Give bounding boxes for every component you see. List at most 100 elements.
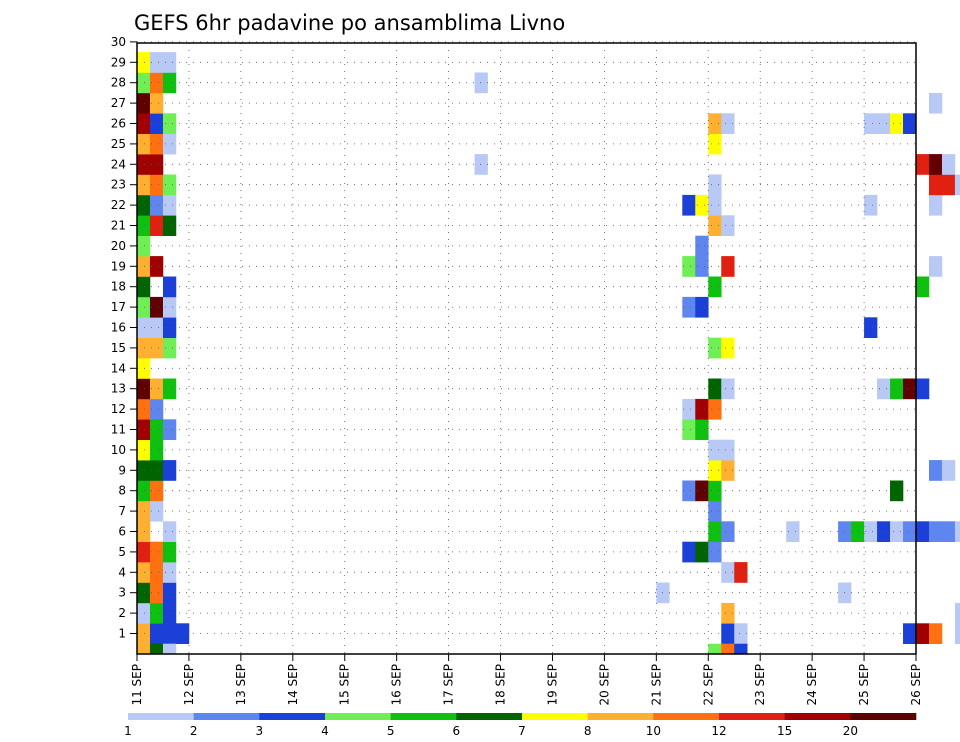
cell-m25-t44 xyxy=(708,133,722,155)
cell-m16-t0 xyxy=(137,317,151,338)
cell-m23-t63 xyxy=(954,174,960,196)
strip-cell-t44 xyxy=(708,643,722,654)
cell-m6-t60 xyxy=(916,521,930,542)
cell-m24-t26 xyxy=(474,154,488,175)
cell-m22-t0 xyxy=(137,194,151,216)
y-axis: 1234567891011121314151617181920212223242… xyxy=(111,35,137,641)
x-tick-label-7: 18 SEP xyxy=(494,664,508,706)
cell-m23-t61 xyxy=(928,174,943,196)
x-tick-label-3: 14 SEP xyxy=(286,664,300,706)
cell-m29-t0 xyxy=(137,52,151,73)
cell-m10-t1 xyxy=(149,439,164,461)
legend-swatch-10 xyxy=(719,713,785,720)
cell-m1-t3 xyxy=(175,623,190,644)
legend-label-7: 7 xyxy=(518,724,526,738)
y-tick-label-2: 2 xyxy=(118,606,126,620)
cell-m19-t42 xyxy=(682,256,696,277)
legend-swatch-2 xyxy=(193,713,260,720)
x-tick-label-12: 23 SEP xyxy=(753,664,767,706)
cell-m28-t1 xyxy=(149,72,164,94)
y-tick-label-16: 16 xyxy=(111,321,126,335)
cell-m20-t0 xyxy=(137,235,151,257)
cell-m28-t26 xyxy=(474,72,488,94)
x-tick-label-0: 11 SEP xyxy=(130,664,144,706)
y-tick-label-3: 3 xyxy=(118,586,126,600)
cell-m7-t44 xyxy=(708,500,722,522)
cell-m7-t0 xyxy=(137,500,151,522)
y-tick-label-18: 18 xyxy=(111,280,126,294)
cell-m17-t42 xyxy=(682,296,696,318)
y-tick-label-22: 22 xyxy=(111,198,126,212)
cell-m6-t58 xyxy=(890,521,904,542)
y-tick-label-11: 11 xyxy=(111,423,126,437)
legend-swatch-6 xyxy=(456,713,523,720)
cell-m6-t0 xyxy=(137,521,151,542)
cell-m18-t60 xyxy=(916,276,930,298)
cell-m2-t1 xyxy=(149,602,164,624)
cell-m12-t1 xyxy=(149,398,164,420)
cell-m25-t2 xyxy=(162,133,177,155)
cell-m26-t1 xyxy=(149,113,164,134)
y-tick-label-25: 25 xyxy=(111,137,126,151)
cell-m17-t43 xyxy=(695,296,709,318)
cell-m24-t1 xyxy=(149,154,164,175)
cell-m26-t2 xyxy=(162,113,177,134)
y-tick-label-14: 14 xyxy=(111,361,126,375)
cell-m8-t42 xyxy=(682,480,696,502)
cell-m11-t1 xyxy=(149,419,164,440)
cell-m1-t45 xyxy=(721,623,735,644)
legend-label-3: 3 xyxy=(256,724,264,738)
cell-m6-t56 xyxy=(864,521,878,542)
cell-m6-t59 xyxy=(903,521,917,542)
cell-m6-t44 xyxy=(708,521,722,542)
cell-m24-t61 xyxy=(928,154,943,175)
cell-m2-t45 xyxy=(721,602,735,624)
cell-m22-t56 xyxy=(864,194,878,216)
strip-cell-t46 xyxy=(734,643,748,654)
y-tick-label-12: 12 xyxy=(111,402,126,416)
cell-m8-t43 xyxy=(695,480,709,502)
x-tick-label-15: 26 SEP xyxy=(909,664,923,706)
y-tick-label-29: 29 xyxy=(111,55,126,69)
cell-m19-t43 xyxy=(695,256,709,277)
x-tick-label-4: 15 SEP xyxy=(338,664,352,706)
cell-m7-t1 xyxy=(149,500,164,522)
legend-label-8: 8 xyxy=(584,724,592,738)
cell-m4-t45 xyxy=(721,562,735,583)
cell-m9-t62 xyxy=(941,460,956,481)
cell-m6-t63 xyxy=(954,521,960,542)
y-tick-label-13: 13 xyxy=(111,382,126,396)
cell-m6-t55 xyxy=(851,521,865,542)
y-tick-label-21: 21 xyxy=(111,219,126,233)
cell-m22-t43 xyxy=(695,194,709,216)
plot-frame xyxy=(136,42,917,655)
cell-m29-t2 xyxy=(162,52,177,73)
y-tick-label-28: 28 xyxy=(111,76,126,90)
cell-m3-t0 xyxy=(137,582,151,604)
cell-m26-t0 xyxy=(137,113,151,134)
x-tick-label-2: 13 SEP xyxy=(234,664,248,706)
cell-m15-t44 xyxy=(708,337,722,359)
cell-m22-t42 xyxy=(682,194,696,216)
cell-m13-t44 xyxy=(708,378,722,400)
cell-m9-t45 xyxy=(721,460,735,481)
y-tick-label-1: 1 xyxy=(118,627,126,641)
cell-m23-t2 xyxy=(162,174,177,196)
x-tick-label-5: 16 SEP xyxy=(390,664,404,706)
cell-m25-t0 xyxy=(137,133,151,155)
cell-m26-t59 xyxy=(903,113,917,134)
cell-m23-t0 xyxy=(137,174,151,196)
legend-label-5: 5 xyxy=(387,724,395,738)
legend-swatch-11 xyxy=(784,713,851,720)
x-tick-label-14: 25 SEP xyxy=(857,664,871,706)
cell-m13-t60 xyxy=(916,378,930,400)
y-tick-label-9: 9 xyxy=(118,463,126,477)
cells-layer xyxy=(137,52,960,654)
cell-m5-t2 xyxy=(162,541,177,563)
cell-m16-t2 xyxy=(162,317,177,338)
cell-m27-t0 xyxy=(137,92,151,114)
cell-m4-t1 xyxy=(149,562,164,583)
cell-m8-t58 xyxy=(890,480,904,502)
cell-m26-t45 xyxy=(721,113,735,134)
cell-m26-t44 xyxy=(708,113,722,134)
